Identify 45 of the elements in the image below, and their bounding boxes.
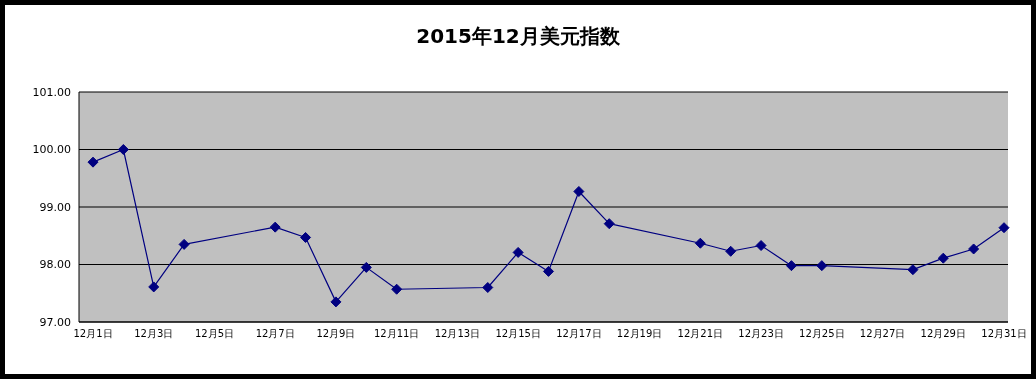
point [816,260,828,272]
point [573,185,585,197]
x-tick-label: 12月21日 [677,328,724,340]
x-tick-label: 12月17日 [556,328,602,340]
point [907,264,919,276]
point [391,283,403,295]
x-tick-label: 12月23日 [738,328,784,340]
point [937,252,949,264]
point [512,246,524,258]
point [117,144,129,155]
point [178,238,190,250]
chart-title: 2015年12月美元指数 [415,23,621,50]
x-tick-label: 12月9日 [316,328,356,340]
point [694,237,706,249]
x-tick-label: 12月13日 [434,328,481,340]
point [603,218,615,230]
x-tick-label: 12月5日 [194,328,235,340]
point [755,240,767,252]
point [543,265,554,277]
point [360,261,372,273]
point [300,231,312,243]
point [482,282,494,293]
x-tick-label: 12月31日 [981,328,1027,340]
point [785,260,797,272]
x-tick-label: 12月15日 [495,328,541,340]
y-tick-label: 101.00 [32,85,71,99]
point [330,296,342,308]
x-tick-label: 12月1日 [73,328,113,340]
point [968,243,980,255]
point [269,221,281,233]
point [725,245,737,257]
x-tick-label: 12月25日 [799,328,845,340]
x-tick-label: 12月3日 [134,328,174,340]
point [998,222,1010,234]
y-tick-label: 97.00 [39,315,71,329]
x-tick-label: 12月29日 [920,328,966,340]
y-tick-label: 99.00 [39,200,71,214]
point [148,281,160,293]
point [87,156,99,168]
y-tick-label: 100.00 [32,143,71,157]
x-tick-label: 12月19日 [616,328,663,340]
x-tick-label: 12月11日 [373,328,420,340]
y-tick-label: 98.00 [39,258,71,272]
x-tick-label: 12月27日 [859,328,906,340]
x-tick-label: 12月7日 [255,328,295,340]
